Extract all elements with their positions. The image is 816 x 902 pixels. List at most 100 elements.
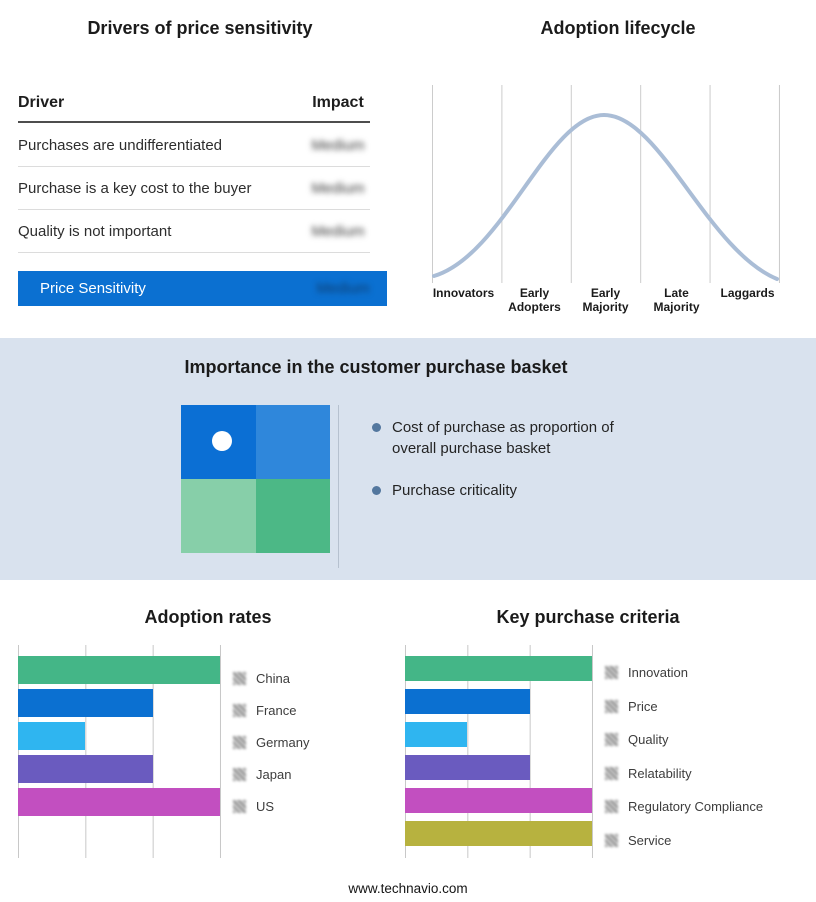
legend-label: Germany [256, 734, 310, 750]
legend-label: Regulatory Compliance [628, 799, 764, 815]
stage-label: Innovators [432, 286, 495, 300]
matrix-position-dot [212, 431, 232, 451]
bell-curve-svg [432, 112, 779, 281]
driver-label: Purchase is a key cost to the buyer [18, 179, 252, 197]
adoption-rates-legend: China France Germany Japan US [233, 662, 309, 822]
matrix-quadrant-bottom-right [255, 479, 330, 553]
legend-swatch-blurred [605, 800, 618, 814]
bar-row [18, 656, 220, 684]
impact-value-blurred: Medium [311, 179, 365, 197]
bar-row [405, 656, 592, 681]
legend-label: Quality [628, 732, 669, 748]
legend-swatch-blurred [233, 799, 246, 813]
bar-row [405, 689, 592, 714]
legend-swatch-blurred [605, 666, 618, 680]
bullet-icon [372, 423, 381, 432]
bar-row [405, 755, 592, 780]
bar-row [18, 788, 220, 816]
list-item: Cost of purchase as proportion of overal… [372, 417, 657, 459]
drivers-title: Drivers of price sensitivity [87, 18, 313, 38]
legend-label: Japan [256, 766, 292, 782]
legend-label: US [256, 798, 275, 814]
drivers-table-header: Driver Impact [18, 94, 370, 123]
adoption-rates-title: Adoption rates [144, 607, 272, 627]
price-sensitivity-label: Price Sensitivity [40, 280, 146, 297]
drivers-table-rows: Purchases are undifferentiated Medium Pu… [18, 124, 370, 253]
bar-us [18, 788, 220, 816]
legend-item: France [233, 694, 309, 726]
bar-germany [18, 722, 86, 750]
stage-label: Early Adopters [508, 286, 561, 314]
legend-swatch-blurred [605, 699, 618, 713]
bar-row [405, 788, 592, 813]
impact-value-blurred: Medium [311, 136, 365, 154]
key-purchase-criteria-legend: Innovation Price Quality Relatability Re… [605, 656, 763, 857]
legend-swatch-blurred [233, 767, 246, 781]
legend-swatch-blurred [605, 766, 618, 780]
table-row: Quality is not important Medium [18, 210, 370, 253]
impact-column-header: Impact [312, 94, 364, 111]
stage-label: Laggards [720, 286, 775, 300]
bar-service [405, 821, 592, 846]
lifecycle-stage-labels: Innovators Early Adopters Early Majority… [428, 286, 783, 315]
bar-china [18, 656, 220, 684]
legend-item: Relatability [605, 757, 763, 791]
bar-regulatory-compliance [405, 788, 592, 813]
legend-label: Price [628, 698, 658, 714]
legend-swatch-blurred [605, 833, 618, 847]
legend-label: Innovation [628, 665, 688, 681]
legend-label: Relatability [628, 765, 692, 781]
bullet-text: Purchase criticality [392, 482, 518, 499]
table-row: Purchase is a key cost to the buyer Medi… [18, 167, 370, 210]
legend-swatch-blurred [233, 671, 246, 685]
lifecycle-curve-chart [432, 85, 780, 283]
driver-label: Quality is not important [18, 222, 172, 240]
stage-label: Late Majority [653, 286, 700, 314]
bar-row [18, 722, 220, 750]
legend-label: Service [628, 832, 672, 848]
bullet-text: Cost of purchase as proportion of overal… [392, 419, 614, 457]
legend-item: US [233, 790, 309, 822]
key-purchase-criteria-chart [405, 645, 593, 858]
bullet-icon [372, 486, 381, 495]
stage-label: Early Majority [582, 286, 629, 314]
basket-title: Importance in the customer purchase bask… [184, 357, 568, 377]
adoption-rates-bars [18, 656, 220, 821]
legend-swatch-blurred [233, 703, 246, 717]
price-sensitivity-highlight-row: Price Sensitivity Medium [18, 271, 387, 306]
bar-innovation [405, 656, 592, 681]
bar-row [18, 755, 220, 783]
legend-item: Japan [233, 758, 309, 790]
legend-item: Quality [605, 723, 763, 757]
key-purchase-criteria-bars [405, 656, 592, 854]
matrix-quadrant-bottom-left [181, 479, 256, 553]
legend-item: Price [605, 690, 763, 724]
matrix-axis-line [338, 405, 339, 568]
legend-swatch-blurred [605, 733, 618, 747]
purchase-basket-band [0, 338, 816, 580]
bar-quality [405, 722, 468, 747]
bar-price [405, 689, 530, 714]
matrix-quadrant-top-left [181, 405, 256, 479]
impact-value-blurred: Medium [311, 222, 365, 240]
bar-relatability [405, 755, 530, 780]
list-item: Purchase criticality [372, 480, 657, 501]
table-row: Purchases are undifferentiated Medium [18, 124, 370, 167]
legend-label: France [256, 702, 297, 718]
website-url: www.technavio.com [348, 881, 468, 896]
impact-value-blurred: Medium [316, 280, 370, 297]
legend-swatch-blurred [233, 735, 246, 749]
bar-row [18, 689, 220, 717]
matrix-quadrant-top-right [255, 405, 330, 479]
legend-item: Regulatory Compliance [605, 790, 763, 824]
basket-bullet-list: Cost of purchase as proportion of overal… [372, 417, 657, 522]
driver-label: Purchases are undifferentiated [18, 136, 223, 154]
key-purchase-criteria-title: Key purchase criteria [496, 607, 680, 627]
bar-row [405, 722, 592, 747]
legend-label: China [256, 670, 290, 686]
legend-item: Germany [233, 726, 309, 758]
bar-row [405, 821, 592, 846]
legend-item: China [233, 662, 309, 694]
legend-item: Service [605, 824, 763, 858]
